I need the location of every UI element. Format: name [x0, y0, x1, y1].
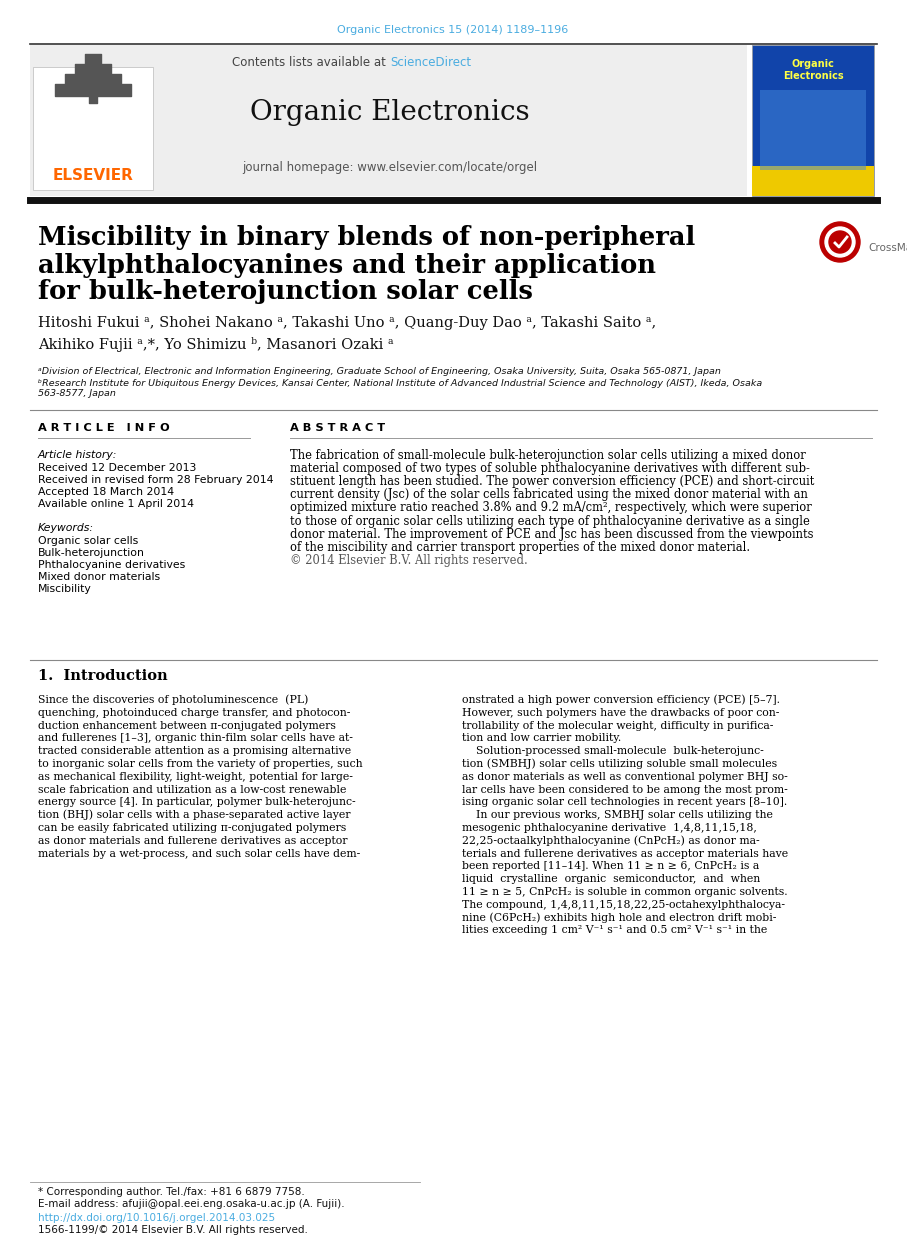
- Text: 563-8577, Japan: 563-8577, Japan: [38, 390, 116, 399]
- Text: journal homepage: www.elsevier.com/locate/orgel: journal homepage: www.elsevier.com/locat…: [242, 161, 538, 175]
- Text: mesogenic phthalocyanine derivative  1,4,8,11,15,18,: mesogenic phthalocyanine derivative 1,4,…: [462, 823, 756, 833]
- Text: The compound, 1,4,8,11,15,18,22,25-octahexylphthalocya-: The compound, 1,4,8,11,15,18,22,25-octah…: [462, 900, 785, 910]
- Circle shape: [825, 227, 855, 258]
- Text: ising organic solar cell technologies in recent years [8–10].: ising organic solar cell technologies in…: [462, 797, 787, 807]
- Text: Solution-processed small-molecule  bulk-heterojunc-: Solution-processed small-molecule bulk-h…: [462, 747, 764, 756]
- Text: * Corresponding author. Tel./fax: +81 6 6879 7758.: * Corresponding author. Tel./fax: +81 6 …: [38, 1187, 305, 1197]
- Text: lities exceeding 1 cm² V⁻¹ s⁻¹ and 0.5 cm² V⁻¹ s⁻¹ in the: lities exceeding 1 cm² V⁻¹ s⁻¹ and 0.5 c…: [462, 925, 767, 936]
- Text: lar cells have been considered to be among the most prom-: lar cells have been considered to be amo…: [462, 785, 788, 795]
- Text: Article history:: Article history:: [38, 449, 117, 461]
- Text: onstrated a high power conversion efficiency (PCE) [5–7].: onstrated a high power conversion effici…: [462, 695, 780, 706]
- Text: Bulk-heterojunction: Bulk-heterojunction: [38, 548, 145, 558]
- Text: Akihiko Fujii ᵃ,*, Yo Shimizu ᵇ, Masanori Ozaki ᵃ: Akihiko Fujii ᵃ,*, Yo Shimizu ᵇ, Masanor…: [38, 337, 394, 352]
- Text: to inorganic solar cells from the variety of properties, such: to inorganic solar cells from the variet…: [38, 759, 363, 769]
- Text: 11 ≥ n ≥ 5, CnPcH₂ is soluble in common organic solvents.: 11 ≥ n ≥ 5, CnPcH₂ is soluble in common …: [462, 886, 787, 898]
- Text: A R T I C L E   I N F O: A R T I C L E I N F O: [38, 423, 170, 433]
- Text: material composed of two types of soluble phthalocyanine derivatives with differ: material composed of two types of solubl…: [290, 462, 810, 474]
- Text: optimized mixture ratio reached 3.8% and 9.2 mA/cm², respectively, which were su: optimized mixture ratio reached 3.8% and…: [290, 501, 812, 514]
- Text: In our previous works, SMBHJ solar cells utilizing the: In our previous works, SMBHJ solar cells…: [462, 810, 773, 821]
- Text: Keywords:: Keywords:: [38, 522, 94, 534]
- Text: can be easily fabricated utilizing π-conjugated polymers: can be easily fabricated utilizing π-con…: [38, 823, 346, 833]
- Text: of the miscibility and carrier transport properties of the mixed donor material.: of the miscibility and carrier transport…: [290, 541, 750, 553]
- Text: tion and low carrier mobility.: tion and low carrier mobility.: [462, 733, 621, 743]
- Text: Contents lists available at: Contents lists available at: [232, 56, 390, 68]
- Text: http://dx.doi.org/10.1016/j.orgel.2014.03.025: http://dx.doi.org/10.1016/j.orgel.2014.0…: [38, 1213, 275, 1223]
- Circle shape: [829, 232, 851, 253]
- Text: tracted considerable attention as a promising alternative: tracted considerable attention as a prom…: [38, 747, 351, 756]
- Text: ELSEVIER: ELSEVIER: [53, 167, 133, 182]
- FancyBboxPatch shape: [30, 45, 747, 196]
- Text: CrossMark: CrossMark: [868, 243, 907, 253]
- Text: A B S T R A C T: A B S T R A C T: [290, 423, 385, 433]
- Text: ᵇResearch Institute for Ubiquitous Energy Devices, Kansai Center, National Insti: ᵇResearch Institute for Ubiquitous Energ…: [38, 379, 762, 387]
- Text: Organic Electronics 15 (2014) 1189–1196: Organic Electronics 15 (2014) 1189–1196: [337, 25, 569, 35]
- Text: as donor materials as well as conventional polymer BHJ so-: as donor materials as well as convention…: [462, 771, 788, 782]
- Text: However, such polymers have the drawbacks of poor con-: However, such polymers have the drawback…: [462, 708, 779, 718]
- Text: tion (BHJ) solar cells with a phase-separated active layer: tion (BHJ) solar cells with a phase-sepa…: [38, 810, 350, 821]
- Text: Since the discoveries of photoluminescence  (PL): Since the discoveries of photoluminescen…: [38, 695, 308, 706]
- Text: liquid  crystalline  organic  semiconductor,  and  when: liquid crystalline organic semiconductor…: [462, 874, 760, 884]
- Text: materials by a wet-process, and such solar cells have dem-: materials by a wet-process, and such sol…: [38, 848, 360, 859]
- Text: Hitoshi Fukui ᵃ, Shohei Nakano ᵃ, Takashi Uno ᵃ, Quang-Duy Dao ᵃ, Takashi Saito : Hitoshi Fukui ᵃ, Shohei Nakano ᵃ, Takash…: [38, 316, 657, 331]
- Text: The fabrication of small-molecule bulk-heterojunction solar cells utilizing a mi: The fabrication of small-molecule bulk-h…: [290, 448, 805, 462]
- Text: trollability of the molecular weight, difficulty in purifica-: trollability of the molecular weight, di…: [462, 721, 774, 730]
- Text: to those of organic solar cells utilizing each type of phthalocyanine derivative: to those of organic solar cells utilizin…: [290, 515, 810, 527]
- Text: terials and fullerene derivatives as acceptor materials have: terials and fullerene derivatives as acc…: [462, 848, 788, 859]
- Circle shape: [820, 222, 860, 262]
- Text: donor material. The improvement of PCE and Jsc has been discussed from the viewp: donor material. The improvement of PCE a…: [290, 527, 814, 541]
- Text: as donor materials and fullerene derivatives as acceptor: as donor materials and fullerene derivat…: [38, 836, 347, 846]
- Text: Available online 1 April 2014: Available online 1 April 2014: [38, 499, 194, 509]
- Text: energy source [4]. In particular, polymer bulk-heterojunc-: energy source [4]. In particular, polyme…: [38, 797, 356, 807]
- Text: quenching, photoinduced charge transfer, and photocon-: quenching, photoinduced charge transfer,…: [38, 708, 350, 718]
- FancyBboxPatch shape: [760, 90, 866, 170]
- Text: ᵃDivision of Electrical, Electronic and Information Engineering, Graduate School: ᵃDivision of Electrical, Electronic and …: [38, 366, 721, 375]
- Text: Organic
Electronics: Organic Electronics: [783, 59, 844, 80]
- Text: tion (SMBHJ) solar cells utilizing soluble small molecules: tion (SMBHJ) solar cells utilizing solub…: [462, 759, 777, 769]
- Text: alkylphthalocyanines and their application: alkylphthalocyanines and their applicati…: [38, 253, 656, 277]
- Text: ScienceDirect: ScienceDirect: [390, 56, 471, 68]
- Text: nine (C6PcH₂) exhibits high hole and electron drift mobi-: nine (C6PcH₂) exhibits high hole and ele…: [462, 912, 776, 922]
- Text: Miscibility in binary blends of non-peripheral: Miscibility in binary blends of non-peri…: [38, 225, 696, 250]
- Text: 1.  Introduction: 1. Introduction: [38, 669, 168, 683]
- FancyBboxPatch shape: [33, 67, 153, 189]
- Text: duction enhancement between π-conjugated polymers: duction enhancement between π-conjugated…: [38, 721, 336, 730]
- Text: current density (Jsc) of the solar cells fabricated using the mixed donor materi: current density (Jsc) of the solar cells…: [290, 488, 808, 501]
- Text: Received 12 December 2013: Received 12 December 2013: [38, 463, 197, 473]
- Text: for bulk-heterojunction solar cells: for bulk-heterojunction solar cells: [38, 280, 533, 305]
- Text: as mechanical flexibility, light-weight, potential for large-: as mechanical flexibility, light-weight,…: [38, 771, 353, 782]
- Text: 1566-1199/© 2014 Elsevier B.V. All rights reserved.: 1566-1199/© 2014 Elsevier B.V. All right…: [38, 1224, 307, 1236]
- Text: Organic Electronics: Organic Electronics: [250, 99, 530, 125]
- FancyBboxPatch shape: [752, 45, 874, 196]
- Text: Miscibility: Miscibility: [38, 584, 92, 594]
- Text: stituent length has been studied. The power conversion efficiency (PCE) and shor: stituent length has been studied. The po…: [290, 475, 814, 488]
- Text: Mixed donor materials: Mixed donor materials: [38, 572, 161, 582]
- Text: 22,25-octaalkylphthalocyanine (CnPcH₂) as donor ma-: 22,25-octaalkylphthalocyanine (CnPcH₂) a…: [462, 836, 760, 846]
- Text: and fullerenes [1–3], organic thin-film solar cells have at-: and fullerenes [1–3], organic thin-film …: [38, 733, 353, 743]
- Text: E-mail address: afujii@opal.eei.eng.osaka-u.ac.jp (A. Fujii).: E-mail address: afujii@opal.eei.eng.osak…: [38, 1198, 345, 1210]
- Text: Accepted 18 March 2014: Accepted 18 March 2014: [38, 487, 174, 496]
- Text: Organic solar cells: Organic solar cells: [38, 536, 138, 546]
- Text: been reported [11–14]. When 11 ≥ n ≥ 6, CnPcH₂ is a: been reported [11–14]. When 11 ≥ n ≥ 6, …: [462, 862, 759, 872]
- Text: scale fabrication and utilization as a low-cost renewable: scale fabrication and utilization as a l…: [38, 785, 346, 795]
- FancyBboxPatch shape: [752, 166, 874, 196]
- Text: Phthalocyanine derivatives: Phthalocyanine derivatives: [38, 560, 185, 569]
- Text: © 2014 Elsevier B.V. All rights reserved.: © 2014 Elsevier B.V. All rights reserved…: [290, 555, 528, 567]
- Text: Received in revised form 28 February 2014: Received in revised form 28 February 201…: [38, 475, 274, 485]
